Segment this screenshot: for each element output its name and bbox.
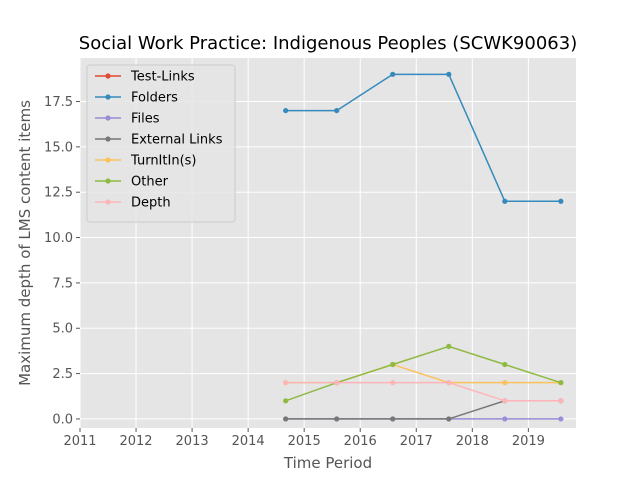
y-tick-label: 10.0 <box>44 231 73 246</box>
x-tick-label: 2014 <box>232 434 265 449</box>
legend-marker <box>105 178 111 184</box>
legend-item: External Links <box>95 133 223 148</box>
y-tick-label: 15.0 <box>44 140 73 155</box>
legend-item: Depth <box>95 196 171 211</box>
series-folders <box>283 71 564 204</box>
data-point <box>502 398 508 404</box>
y-tick-label: 2.5 <box>52 367 73 382</box>
x-tick-label: 2015 <box>288 434 321 449</box>
data-point <box>390 71 396 77</box>
data-point <box>446 71 452 77</box>
data-point <box>502 361 508 368</box>
data-point <box>334 416 340 422</box>
legend-item: Files <box>95 112 160 127</box>
legend-label: Depth <box>131 196 171 211</box>
legend-label: Other <box>131 175 169 190</box>
legend-marker <box>105 73 111 79</box>
data-point <box>283 398 289 404</box>
legend-item: TurnItIn(s) <box>95 154 196 169</box>
series-line <box>285 381 561 402</box>
y-tick-label: 7.5 <box>52 276 73 291</box>
data-point <box>334 107 340 114</box>
data-point <box>446 343 452 349</box>
legend-label: Files <box>131 112 160 127</box>
x-tick-label: 2013 <box>176 434 209 449</box>
legend-marker <box>105 136 111 142</box>
legend-marker <box>105 199 111 205</box>
y-tick-label: 5.0 <box>52 322 73 337</box>
y-tick-label: 17.5 <box>44 95 73 110</box>
legend-marker <box>105 94 111 100</box>
data-point <box>283 416 289 422</box>
y-tick-label: 0.0 <box>52 412 73 427</box>
series-line <box>285 73 561 203</box>
x-tick-label: 2018 <box>456 434 489 449</box>
x-axis-label: Time Period <box>283 454 372 472</box>
legend-item: Folders <box>95 91 178 106</box>
data-point <box>558 398 564 404</box>
x-tick-label: 2017 <box>400 434 433 449</box>
data-point <box>502 416 508 422</box>
legend-label: Test-Links <box>130 70 195 85</box>
grid <box>79 58 576 428</box>
legend-item: Test-Links <box>95 70 195 85</box>
data-point <box>558 416 564 422</box>
chart-title: Social Work Practice: Indigenous Peoples… <box>79 33 577 54</box>
data-point <box>446 416 452 422</box>
series-depth <box>283 380 564 404</box>
data-point <box>446 380 452 386</box>
data-point <box>502 380 508 386</box>
x-tick-label: 2019 <box>512 434 545 449</box>
data-point <box>283 380 289 386</box>
data-point <box>502 198 508 204</box>
x-tick-label: 2011 <box>63 434 96 449</box>
legend-item: Other <box>95 175 169 190</box>
data-point <box>558 380 564 386</box>
legend: Test-Links Folders Files External Links Turn… <box>86 64 236 223</box>
legend-marker <box>105 115 111 121</box>
data-point <box>283 107 289 114</box>
series-layer <box>283 71 564 422</box>
y-tick-label: 12.5 <box>44 186 73 201</box>
legend-label: External Links <box>131 133 223 148</box>
series-line <box>285 345 562 402</box>
data-point <box>558 198 564 204</box>
x-tick-label: 2016 <box>344 434 377 449</box>
legend-label: TurnItIn(s) <box>130 154 196 169</box>
data-point <box>390 380 396 386</box>
data-point <box>390 361 396 368</box>
axis-ticks: 2011 2012 2013 2014 2015 2016 2017 2018 2019 0.0 2… <box>44 95 545 449</box>
data-point <box>390 416 396 422</box>
x-tick-label: 2012 <box>119 434 152 449</box>
data-point <box>334 380 340 386</box>
legend-marker <box>105 157 111 163</box>
legend-label: Folders <box>131 91 178 106</box>
legend-box <box>86 64 236 223</box>
y-axis-label: Maximum depth of LMS content items <box>16 100 34 386</box>
